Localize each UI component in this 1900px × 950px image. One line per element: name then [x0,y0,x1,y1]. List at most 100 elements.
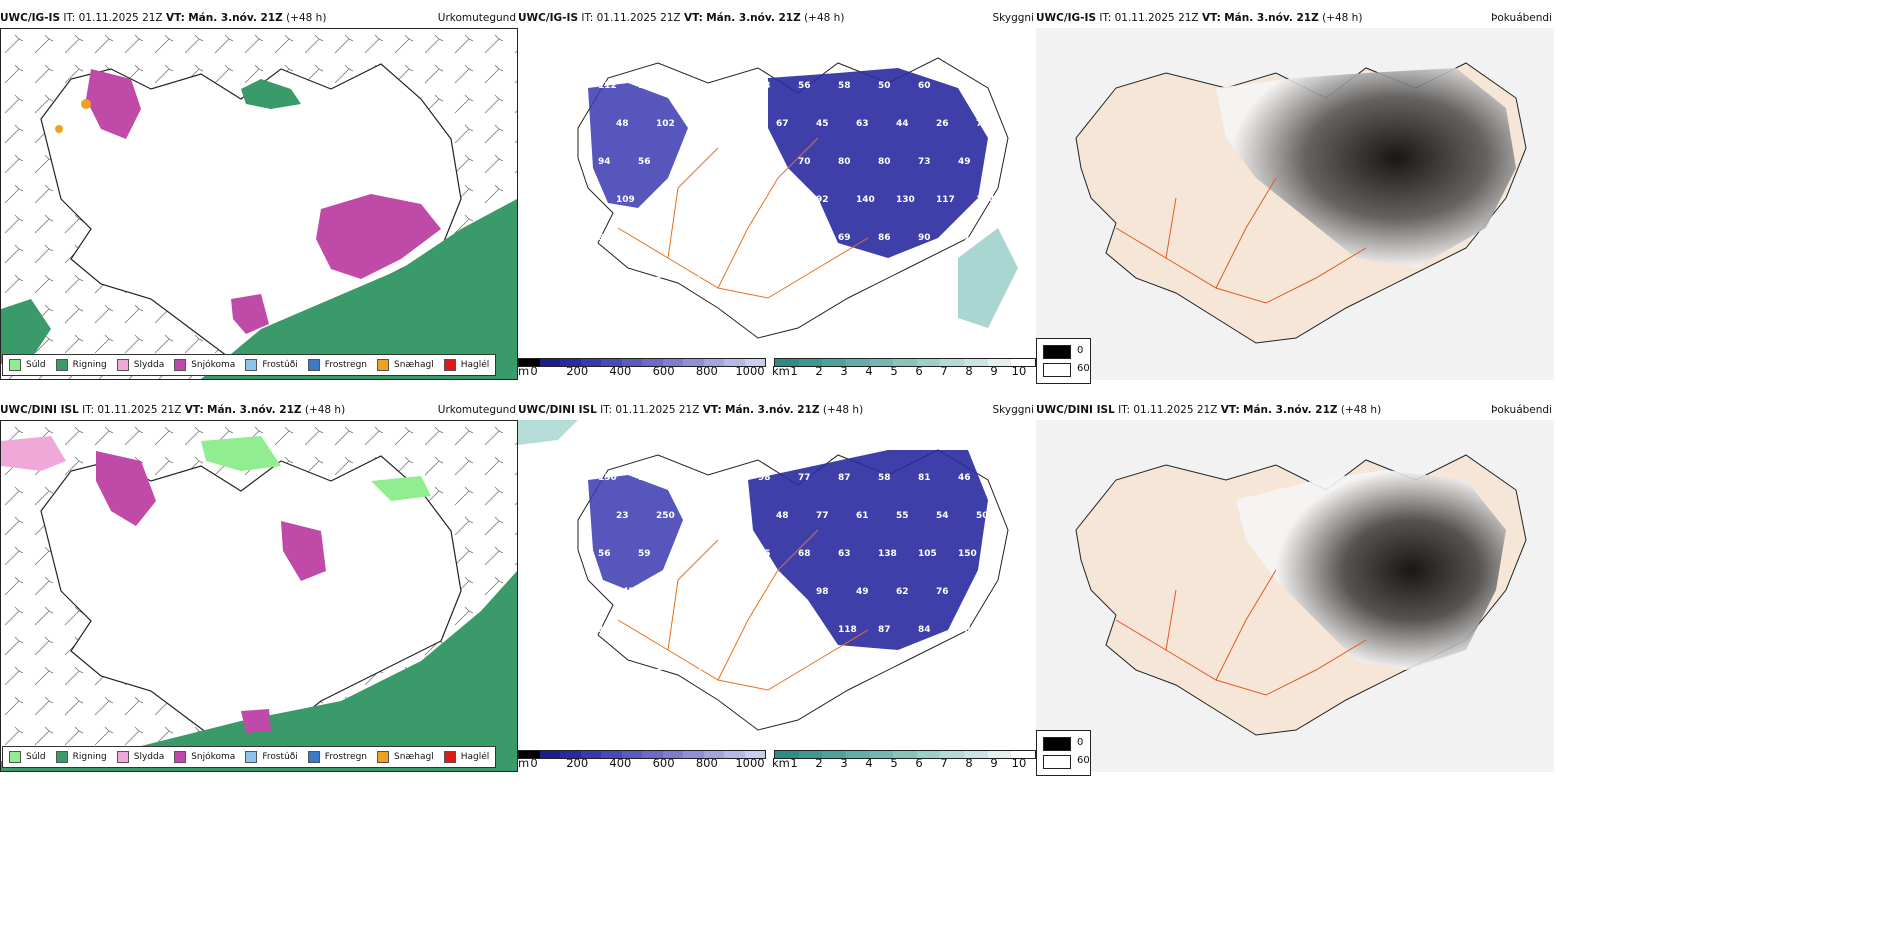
cloud-base-label: 54 [936,511,949,521]
fog-indicator-map[interactable] [1036,420,1554,772]
cloud-base-label: 486 [616,271,635,281]
it-label: IT: [600,404,613,416]
cloud-base-map-svg: 130 180 71 85 98 77 87 58 81 46 23 250 85 92 48 77 61 55 5… [518,420,1009,731]
visibility-scale-step [845,751,870,758]
fog-indicator-map[interactable] [1036,28,1554,380]
cloud-base-label: 98 [758,473,771,483]
legend-item: Súld [9,359,46,371]
it-value: 01.11.2025 21Z [1114,12,1199,24]
drizzle-area-east [371,476,431,501]
visibility-scale-step [869,751,894,758]
cloud-base-label: 63 [838,549,851,559]
visibility-tick: 2 [815,756,823,770]
cloud-base-tick: 1000 [735,756,765,770]
cloud-base-label: 141 [736,195,755,205]
legend-swatch [443,359,456,371]
fog-legend-low-value: 60 [1077,363,1090,374]
cloud-base-label: 69 [758,233,771,243]
cloud-base-scale-step [621,751,642,758]
cloud-base-label: 147 [616,587,635,597]
legend-label: Frostregn [324,360,368,370]
cloud-base-label: 56 [598,549,611,559]
lead-time: (+48 h) [286,12,327,24]
cloud-base-label: 56 [638,157,651,167]
precip-type-panel-row2: UWC/DINI ISL IT: 01.11.2025 21Z VT: Mán.… [0,404,518,772]
cloud-base-label: 138 [878,549,897,559]
cloud-base-label: 250 [656,511,675,521]
fog-map-svg [1036,420,1554,772]
visibility-tick: 3 [840,364,848,378]
visibility-tick: 5 [890,756,898,770]
model-name: UWC/DINI ISL [0,404,79,416]
legend-swatch [174,751,187,763]
visibility-tick: 10 [1011,756,1027,770]
cloud-base-tick: 800 [695,756,718,770]
cloud-base-map[interactable]: 130 180 71 85 98 77 87 58 81 46 23 250 85 92 48 77 61 55 5… [518,420,1036,744]
cloud-base-label: 76 [936,587,949,597]
cloud-base-labels: 112 132 77 118 73 56 58 50 60 58 48 102 130 64 67 45 63 4… [598,81,995,281]
visibility-tick: 3 [840,756,848,770]
cloud-base-label: 62 [896,587,909,597]
cloud-base-unit: m [518,364,530,378]
cloud-base-label: 86 [878,233,891,243]
cloud-base-label: 94 [598,157,611,167]
it-label: IT: [82,404,95,416]
cloud-base-label: 48 [776,511,789,521]
cloud-base-label: 140 [856,195,875,205]
fog-legend: 0 60 [1036,730,1091,776]
cloud-base-label: 59 [638,549,651,559]
lead-time: (+48 h) [304,404,346,416]
legend-label: Frostúði [262,360,298,370]
cloud-base-scale-step [703,751,724,758]
it-value: 01.11.2025 21Z [596,12,681,24]
cloud-base-map[interactable]: 112 132 77 118 73 56 58 50 60 58 48 102 130 64 67 45 63 4… [518,28,1036,352]
model-name: UWC/DINI ISL [518,404,597,416]
legend-label: Súld [26,360,46,370]
precip-map[interactable] [0,28,518,380]
fog-legend-high-value: 0 [1077,737,1084,748]
sleet-area-northwest [1,436,66,471]
visibility-scale-step [940,359,965,366]
island-outline [40,455,462,752]
visibility-scale-step [845,359,870,366]
cloud-base-scale-step [601,359,622,366]
lead-time: (+48 h) [1322,12,1363,24]
rain-area-north [241,79,301,109]
precip-type-panel-row1: UWC/IG-IS IT: 01.11.2025 21Z VT: Mán. 3.… [0,12,518,380]
precip-map-svg [1,421,517,771]
cloud-base-label: 77 [816,511,829,521]
panel-header: UWC/IG-IS IT: 01.11.2025 21Z VT: Mán. 3.… [518,12,1036,30]
visibility-tick: 7 [940,364,948,378]
cloud-base-label: 59 [696,195,709,205]
cloud-base-tick: 0 [530,364,538,378]
legend-label: Súld [26,752,46,762]
legend-item: Slydda [116,359,164,371]
visibility-scale-step [893,751,917,758]
cloud-base-tick: 200 [566,756,589,770]
visibility-area-east [958,228,1018,328]
cloud-base-label: 70 [798,157,811,167]
cloud-base-label: 100 [696,587,715,597]
cloud-base-tick: 800 [695,364,718,378]
visibility-tick: 6 [915,756,923,770]
cloud-base-tick: 400 [609,364,632,378]
legend-swatch [116,359,129,371]
cloud-base-label: 102 [656,119,675,129]
roads [617,137,869,299]
cloud-base-label: 86 [718,157,731,167]
legend-swatch [174,359,187,371]
snow-area-north [281,521,326,581]
cloud-base-label: 72 [718,233,731,243]
precip-map[interactable] [0,420,518,772]
panel-header: UWC/IG-IS IT: 01.11.2025 21Z VT: Mán. 3.… [1036,12,1554,30]
panel-header: UWC/DINI ISL IT: 01.11.2025 21Z VT: Mán.… [0,404,518,422]
cloud-base-label: 26 [936,119,949,129]
legend-swatch [55,751,68,763]
visibility-scale-bar [774,750,1036,759]
it-value: 01.11.2025 21Z [97,404,182,416]
cloud-base-label: 73 [918,157,931,167]
it-value: 01.11.2025 21Z [615,404,700,416]
low-cloud-area-west [588,475,683,590]
legend-item: Frostúði [245,751,298,763]
panel-header: UWC/DINI ISL IT: 01.11.2025 21Z VT: Mán.… [1036,404,1554,422]
